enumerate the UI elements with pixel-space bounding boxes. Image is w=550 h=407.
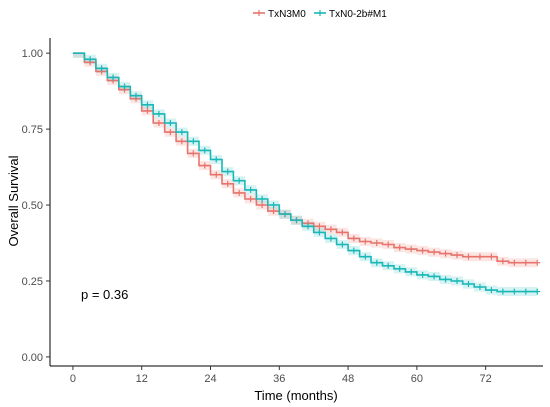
censor-mark xyxy=(144,107,151,114)
censor-mark xyxy=(488,253,495,260)
censor-mark xyxy=(247,186,254,193)
censor-mark xyxy=(522,288,529,295)
censor-mark xyxy=(465,253,472,260)
censor-mark xyxy=(155,110,162,117)
y-axis-title: Overall Survival xyxy=(6,155,21,246)
y-tick-label: 1.00 xyxy=(22,48,43,60)
y-tick-label: 0.75 xyxy=(22,124,43,136)
series-line xyxy=(72,52,538,293)
censor-mark xyxy=(476,253,483,260)
censor-mark xyxy=(373,259,380,266)
x-tick-label: 0 xyxy=(70,373,76,385)
x-tick-label: 24 xyxy=(204,373,216,385)
censor-mark xyxy=(339,241,346,248)
axes: 0 12 24 36 48 60 72 0.00 0.25 0.50 0.75 1.00 xyxy=(22,38,543,385)
censor-mark xyxy=(327,226,334,233)
censor-mark xyxy=(236,189,243,196)
censor-mark xyxy=(213,171,220,178)
censor-mark xyxy=(178,129,185,136)
censor-mark xyxy=(132,92,139,99)
censor-mark xyxy=(431,249,438,256)
censor-mark xyxy=(224,168,231,175)
censor-mark xyxy=(259,195,266,202)
censor-mark xyxy=(155,120,162,127)
y-tick-label: 0.25 xyxy=(22,276,43,288)
censor-mark xyxy=(396,244,403,251)
censor-mark xyxy=(396,265,403,272)
censor-mark xyxy=(167,120,174,127)
censor-mark xyxy=(316,223,323,230)
series-line xyxy=(72,52,538,264)
x-tick-label: 60 xyxy=(411,373,423,385)
censor-mark xyxy=(476,284,483,291)
confidence-bands xyxy=(72,53,538,297)
censor-mark xyxy=(213,156,220,163)
censor-mark xyxy=(270,202,277,209)
censor-mark xyxy=(270,208,277,215)
censor-mark xyxy=(408,268,415,275)
x-tick-label: 36 xyxy=(273,373,285,385)
censor-mark xyxy=(259,202,266,209)
censor-mark xyxy=(499,288,506,295)
censor-mark xyxy=(511,259,518,266)
censor-mark xyxy=(201,162,208,169)
censor-mark xyxy=(385,241,392,248)
censor-mark xyxy=(419,247,426,254)
legend-label: TxN0-2b#M1 xyxy=(329,9,387,20)
censor-mark xyxy=(534,259,541,266)
confidence-band xyxy=(72,53,538,268)
legend-label: TxN3M0 xyxy=(268,9,306,20)
censor-mark xyxy=(339,229,346,236)
y-tick-label: 0.50 xyxy=(22,200,43,212)
censor-mark xyxy=(87,56,94,63)
censor-mark xyxy=(534,288,541,295)
censor-mark xyxy=(316,229,323,236)
censor-mark xyxy=(201,147,208,154)
x-tick-label: 12 xyxy=(136,373,148,385)
censor-mark xyxy=(442,250,449,257)
censor-mark xyxy=(431,273,438,280)
censor-mark xyxy=(373,240,380,246)
censor-mark xyxy=(167,129,174,136)
legend-item: TxN3M0 xyxy=(253,9,306,20)
legend: TxN3M0 TxN0-2b#M1 xyxy=(253,9,387,20)
censor-mark xyxy=(454,277,461,284)
censor-mark xyxy=(511,288,518,295)
censor-mark xyxy=(350,247,357,254)
censor-mark xyxy=(385,262,392,269)
legend-item: TxN0-2b#M1 xyxy=(314,9,387,20)
x-axis-title: Time (months) xyxy=(254,388,337,403)
censor-mark xyxy=(304,223,311,230)
censor-mark xyxy=(282,211,289,218)
y-tick-label: 0.00 xyxy=(22,352,43,364)
censor-mark xyxy=(408,246,415,253)
censor-mark xyxy=(224,180,231,187)
censor-mark xyxy=(350,235,357,242)
censor-mark xyxy=(522,259,529,266)
censor-mark xyxy=(465,281,472,287)
censor-mark xyxy=(190,138,197,145)
censor-mark xyxy=(98,65,105,72)
censor-mark xyxy=(454,252,461,259)
censor-mark xyxy=(110,74,117,81)
censor-mark xyxy=(190,150,197,157)
censor-mark xyxy=(144,101,151,108)
censor-mark xyxy=(178,138,185,145)
x-tick-label: 48 xyxy=(342,373,354,385)
censor-mark xyxy=(442,276,449,283)
censor-mark xyxy=(488,287,495,294)
censor-mark xyxy=(121,83,128,90)
censor-mark xyxy=(499,258,506,265)
censor-mark xyxy=(362,253,369,260)
censor-mark xyxy=(293,217,300,224)
x-tick-label: 72 xyxy=(480,373,492,385)
censor-mark xyxy=(247,195,254,202)
censor-mark xyxy=(327,235,334,242)
censor-marks xyxy=(87,56,541,295)
censor-mark xyxy=(362,238,369,245)
censor-mark xyxy=(419,271,426,278)
censor-mark xyxy=(236,177,243,184)
p-value-annotation: p = 0.36 xyxy=(81,287,128,302)
